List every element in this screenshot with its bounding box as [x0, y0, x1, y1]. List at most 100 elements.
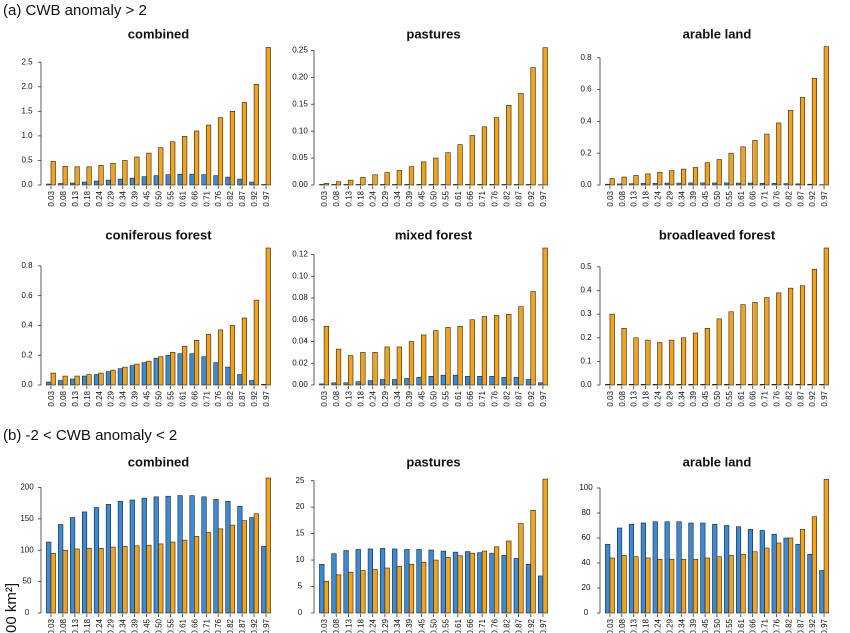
x-tick-label: 0.45: [701, 390, 710, 406]
x-tick-label: 0.66: [749, 190, 758, 206]
x-tick-label: 0.82: [226, 190, 235, 206]
bar: [229, 325, 236, 386]
x-tick-label: 0.34: [677, 618, 686, 633]
bar: [217, 528, 224, 614]
x-tick-label: 0.29: [107, 390, 116, 406]
x-tick-label: 0.87: [515, 190, 524, 206]
bar: [735, 526, 742, 614]
bar: [728, 311, 734, 386]
bar: [229, 111, 236, 186]
bar: [645, 557, 651, 614]
x-tick-label: 0.03: [606, 390, 615, 406]
y-tick-label: 0.10: [292, 271, 308, 280]
bar: [716, 159, 722, 186]
bar: [46, 381, 52, 386]
x-tick-label: 0.08: [332, 190, 341, 206]
x-tick-label: 0.82: [502, 618, 511, 633]
bar: [664, 521, 670, 614]
y-tick-label: 0.6: [21, 291, 33, 300]
x-tick-label: 0.66: [190, 390, 199, 406]
x-tick-label: 0.92: [808, 618, 817, 633]
x-tick-label: 0.97: [262, 390, 271, 406]
bar: [177, 353, 183, 386]
chart-title: arable land: [683, 26, 752, 41]
x-tick-label: 0.39: [689, 390, 698, 406]
x-tick-label: 0.03: [47, 618, 56, 633]
x-tick-label: 0.50: [155, 190, 164, 206]
bar: [724, 182, 730, 186]
x-tick-label: 0.34: [119, 618, 128, 633]
bar: [799, 285, 806, 386]
bar: [367, 184, 374, 186]
bar: [355, 549, 361, 614]
x-tick-label: 0.71: [761, 618, 770, 633]
bar: [189, 353, 195, 386]
x-tick-label: 0.34: [393, 190, 402, 206]
y-tick-label: 0.2: [580, 333, 592, 342]
x-tick-label: 0.34: [677, 390, 686, 406]
x-tick-label: 0.76: [214, 390, 223, 406]
bar: [704, 328, 710, 386]
bar: [404, 184, 410, 186]
bar: [205, 124, 212, 186]
y-tick-label: 1.0: [21, 131, 33, 140]
bar: [319, 563, 325, 614]
bar: [343, 550, 349, 614]
bar: [323, 580, 329, 614]
bar: [93, 180, 100, 186]
bar: [440, 550, 446, 614]
x-tick-label: 0.76: [490, 190, 499, 206]
y-tick-label: 0.4: [21, 321, 33, 330]
bar: [605, 183, 611, 186]
bar: [117, 368, 123, 386]
bar: [445, 557, 451, 614]
bar: [776, 292, 782, 386]
x-tick-label: 0.24: [369, 190, 378, 206]
bar: [433, 157, 439, 186]
bar: [489, 552, 495, 614]
x-tick-label: 0.13: [344, 618, 353, 633]
x-tick-label: 0.24: [654, 618, 663, 633]
bar: [457, 144, 463, 186]
y-tick-label: 80: [582, 508, 591, 517]
bar: [609, 557, 615, 614]
bar: [177, 173, 183, 186]
bar: [416, 184, 422, 186]
bar: [465, 184, 471, 186]
x-tick-label: 0.55: [442, 618, 451, 633]
x-tick-label: 0.03: [606, 618, 615, 633]
bar: [134, 156, 140, 186]
bar: [764, 297, 770, 386]
bar: [146, 360, 152, 386]
bar: [170, 351, 176, 386]
bar: [86, 166, 92, 186]
bar: [795, 183, 801, 186]
x-tick-label: 0.82: [502, 190, 511, 206]
x-tick-label: 0.92: [808, 390, 817, 406]
bar: [477, 184, 483, 186]
x-tick-label: 0.45: [143, 390, 152, 406]
x-tick-label: 0.50: [713, 390, 722, 406]
bar: [640, 383, 646, 386]
x-tick-label: 0.55: [442, 190, 451, 206]
y-tick-label: 100: [579, 483, 593, 492]
bar: [704, 557, 710, 614]
bar: [788, 109, 794, 186]
x-tick-label: 0.24: [95, 390, 104, 406]
bar: [217, 117, 224, 186]
x-tick-label: 0.03: [320, 190, 329, 206]
bar: [70, 517, 76, 614]
bar: [319, 383, 325, 386]
y-tick-label: 150: [20, 514, 34, 523]
x-tick-label: 0.92: [250, 390, 259, 406]
x-tick-label: 0.39: [689, 618, 698, 633]
x-tick-label: 0.76: [214, 618, 223, 633]
bar: [501, 377, 507, 386]
bar: [265, 477, 271, 614]
bar: [98, 372, 104, 386]
x-tick-label: 0.08: [59, 390, 68, 406]
bar: [86, 548, 92, 614]
x-tick-label: 0.03: [320, 390, 329, 406]
bar: [469, 319, 475, 386]
